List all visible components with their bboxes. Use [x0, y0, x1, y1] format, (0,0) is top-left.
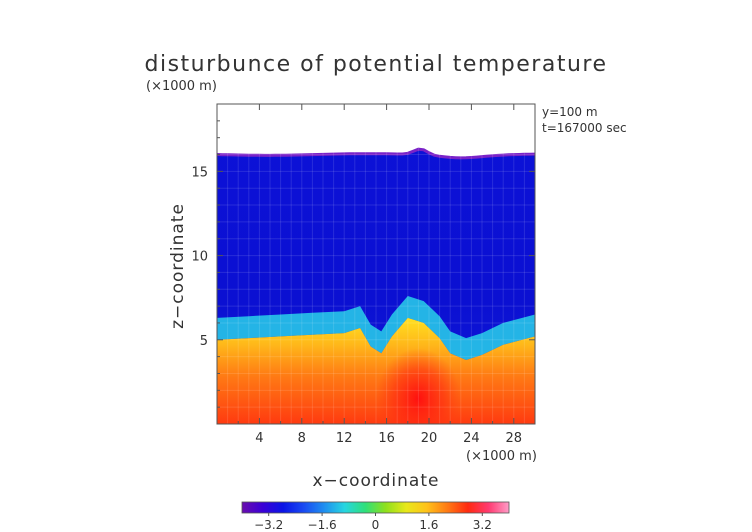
- y-tick-label-1: 10: [191, 250, 208, 265]
- annotation-time: t=167000 sec: [542, 121, 627, 135]
- y-axis-label: z−coordinate: [168, 203, 188, 329]
- x-tick-label-0: 4: [255, 431, 263, 446]
- colorbar-tick-label-2: 0: [372, 518, 380, 532]
- y-axis-unit: (×1000 m): [146, 79, 217, 94]
- colorbar-tick-label-4: 3.2: [473, 518, 492, 532]
- x-tick-label-3: 16: [378, 431, 395, 446]
- colorbar-tick-label-1: −1.6: [308, 518, 337, 532]
- y-tick-label-2: 15: [191, 165, 208, 180]
- field-layers: [217, 104, 535, 424]
- upper-boundary: [217, 147, 535, 160]
- colorbar-ticks: −3.2 −1.6 0 1.6 3.2: [254, 513, 492, 532]
- transition-band: [217, 296, 535, 360]
- plot-frame: [216, 103, 536, 425]
- annotation-y-position: y=100 m: [542, 105, 598, 119]
- x-tick-label-6: 28: [506, 431, 523, 446]
- colorbar: [241, 501, 510, 514]
- y-tick-label-0: 5: [200, 334, 208, 349]
- x-axis-ticks: 4 8 12 16 20 24 28: [237, 104, 523, 446]
- x-tick-label-1: 8: [298, 431, 306, 446]
- grid-overlay: [217, 104, 535, 424]
- x-tick-label-2: 12: [336, 431, 353, 446]
- chart-title: disturbunce of potential temperature: [145, 52, 608, 77]
- warm-core: [376, 348, 461, 424]
- colorbar-tick-label-0: −3.2: [254, 518, 283, 532]
- y-axis-ticks: 5 10 15: [191, 120, 535, 408]
- x-axis-label: x−coordinate: [313, 471, 440, 491]
- x-axis-unit: (×1000 m): [466, 449, 537, 464]
- colorbar-tick-label-3: 1.6: [419, 518, 438, 532]
- upper-void: [217, 104, 535, 158]
- x-tick-label-5: 24: [463, 431, 480, 446]
- x-tick-label-4: 20: [421, 431, 438, 446]
